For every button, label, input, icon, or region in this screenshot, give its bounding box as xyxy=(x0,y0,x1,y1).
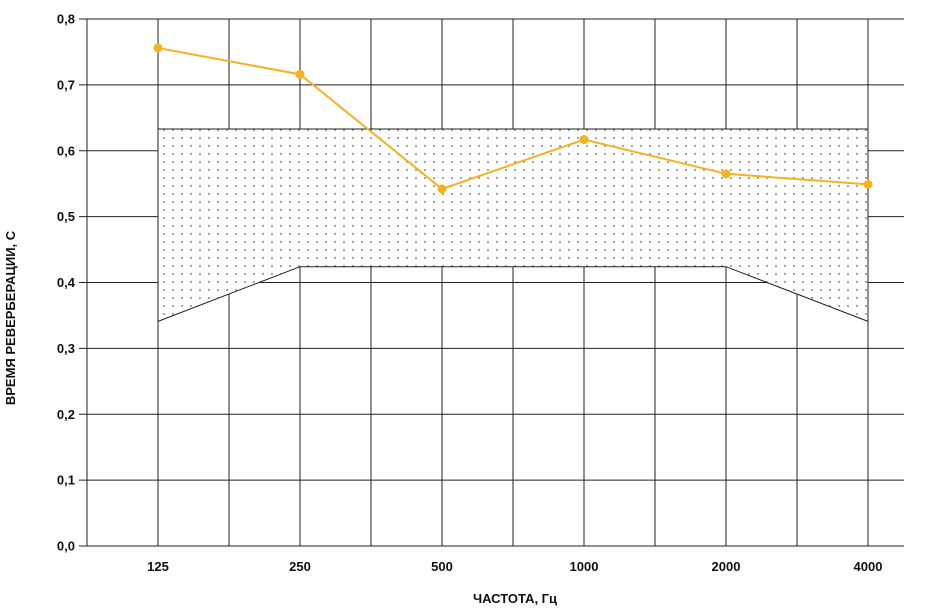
series-line xyxy=(157,47,869,191)
y-tick-label: 0,7 xyxy=(57,77,75,92)
y-tick-label: 0,8 xyxy=(57,12,75,27)
x-tick-label: 4000 xyxy=(854,559,883,574)
y-tick-label: 0,2 xyxy=(57,407,75,422)
data-point xyxy=(863,179,873,189)
data-point xyxy=(721,169,731,179)
x-tick-label: 500 xyxy=(431,559,453,574)
y-tick-label: 0,5 xyxy=(57,209,75,224)
data-point xyxy=(295,69,305,79)
y-tick-label: 0,4 xyxy=(57,275,76,290)
y-axis-title: ВРЕМЯ РЕВЕРБЕРАЦИИ, С xyxy=(3,230,18,405)
data-point xyxy=(579,135,589,145)
data-point xyxy=(153,43,163,53)
x-axis-title: ЧАСТОТА, Гц xyxy=(473,591,557,606)
series-layer xyxy=(153,43,873,194)
x-tick-label: 250 xyxy=(289,559,311,574)
x-tick-label: 1000 xyxy=(570,559,599,574)
y-tick-label: 0,0 xyxy=(57,539,75,554)
y-tick-label: 0,3 xyxy=(57,341,75,356)
y-tick-label: 0,1 xyxy=(57,473,75,488)
x-tick-labels: 125 250 500 1000 2000 4000 xyxy=(147,559,882,574)
band-dots xyxy=(158,129,868,322)
x-tick-label: 125 xyxy=(147,559,169,574)
tolerance-band xyxy=(157,128,869,322)
band-lower-edge xyxy=(157,266,869,322)
y-tick-label: 0,6 xyxy=(57,143,75,158)
data-point xyxy=(437,184,447,194)
y-tick-labels: 0,0 0,1 0,2 0,3 0,4 0,5 0,6 0,7 0,8 xyxy=(57,12,76,554)
x-tick-label: 2000 xyxy=(712,559,741,574)
